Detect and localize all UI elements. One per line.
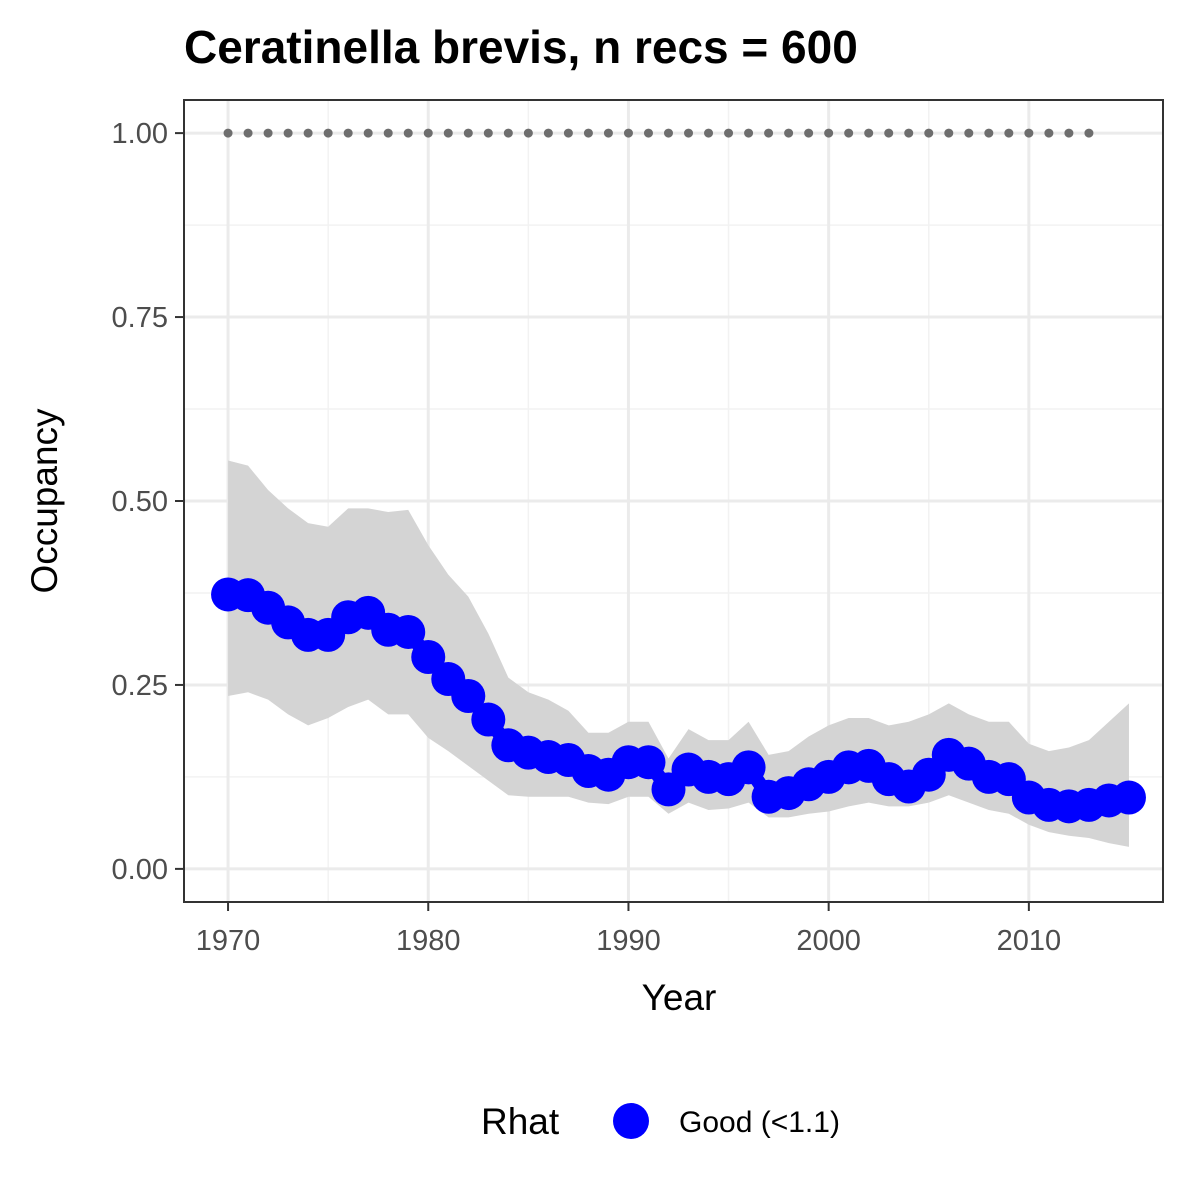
record-dot bbox=[984, 128, 994, 138]
series-point bbox=[471, 702, 506, 737]
record-dot bbox=[643, 128, 653, 138]
y-axis-ticks: 0.00 0.25 0.50 0.75 1.00 bbox=[112, 118, 184, 886]
record-dot bbox=[1004, 128, 1014, 138]
record-dot bbox=[383, 128, 393, 138]
y-tick-label: 1.00 bbox=[112, 118, 168, 150]
record-dot bbox=[1024, 128, 1034, 138]
record-dot bbox=[924, 128, 934, 138]
record-dot bbox=[744, 128, 754, 138]
record-dot bbox=[483, 128, 493, 138]
record-dot bbox=[704, 128, 714, 138]
record-dot bbox=[1064, 128, 1074, 138]
record-dot bbox=[223, 128, 233, 138]
legend-label-good: Good (<1.1) bbox=[679, 1106, 840, 1139]
record-dot bbox=[1044, 128, 1054, 138]
record-dot bbox=[363, 128, 373, 138]
y-tick-label: 0.50 bbox=[112, 486, 168, 518]
series-point bbox=[731, 750, 766, 785]
record-dot bbox=[263, 128, 273, 138]
record-dot bbox=[423, 128, 433, 138]
record-dot bbox=[724, 128, 734, 138]
record-dot bbox=[243, 128, 253, 138]
record-dot bbox=[503, 128, 513, 138]
legend: Rhat Good (<1.1) bbox=[481, 1101, 840, 1142]
x-tick-label: 2010 bbox=[997, 925, 1062, 957]
series-point bbox=[391, 614, 426, 649]
series-point bbox=[451, 678, 486, 713]
y-tick-label: 0.75 bbox=[112, 302, 168, 334]
records-dots bbox=[223, 128, 1094, 138]
record-dot bbox=[663, 128, 673, 138]
occupancy-series bbox=[211, 577, 1146, 824]
record-dot bbox=[403, 128, 413, 138]
record-dot bbox=[303, 128, 313, 138]
credible-interval-ribbon bbox=[228, 460, 1129, 847]
record-dot bbox=[944, 128, 954, 138]
x-tick-label: 1970 bbox=[196, 925, 261, 957]
series-point bbox=[631, 745, 666, 780]
ribbon-area bbox=[228, 460, 1129, 847]
series-point bbox=[1111, 780, 1146, 815]
record-dot bbox=[323, 128, 333, 138]
record-dot bbox=[784, 128, 794, 138]
record-dot bbox=[603, 128, 613, 138]
record-dot bbox=[804, 128, 814, 138]
record-dot bbox=[463, 128, 473, 138]
x-tick-label: 1990 bbox=[596, 925, 661, 957]
record-dot bbox=[443, 128, 453, 138]
record-dot bbox=[283, 128, 293, 138]
record-dot bbox=[583, 128, 593, 138]
series-point bbox=[411, 639, 446, 674]
record-dot bbox=[1084, 128, 1094, 138]
record-dot bbox=[523, 128, 533, 138]
record-dot bbox=[824, 128, 834, 138]
record-dot bbox=[884, 128, 894, 138]
record-dot bbox=[343, 128, 353, 138]
chart-title: Ceratinella brevis, n recs = 600 bbox=[184, 21, 858, 73]
record-dot bbox=[844, 128, 854, 138]
legend-title: Rhat bbox=[481, 1101, 560, 1142]
y-tick-label: 0.00 bbox=[112, 854, 168, 886]
record-dot bbox=[623, 128, 633, 138]
legend-key-good bbox=[613, 1103, 649, 1139]
x-tick-label: 2000 bbox=[796, 925, 861, 957]
record-dot bbox=[964, 128, 974, 138]
record-dot bbox=[543, 128, 553, 138]
record-dot bbox=[904, 128, 914, 138]
record-dot bbox=[764, 128, 774, 138]
y-axis-title: Occupancy bbox=[24, 408, 65, 594]
record-dot bbox=[864, 128, 874, 138]
y-tick-label: 0.25 bbox=[112, 670, 168, 702]
x-tick-label: 1980 bbox=[396, 925, 461, 957]
x-axis-title: Year bbox=[642, 977, 717, 1018]
record-dot bbox=[563, 128, 573, 138]
x-axis-ticks: 1970 1980 1990 2000 2010 bbox=[196, 902, 1061, 957]
record-dot bbox=[684, 128, 694, 138]
